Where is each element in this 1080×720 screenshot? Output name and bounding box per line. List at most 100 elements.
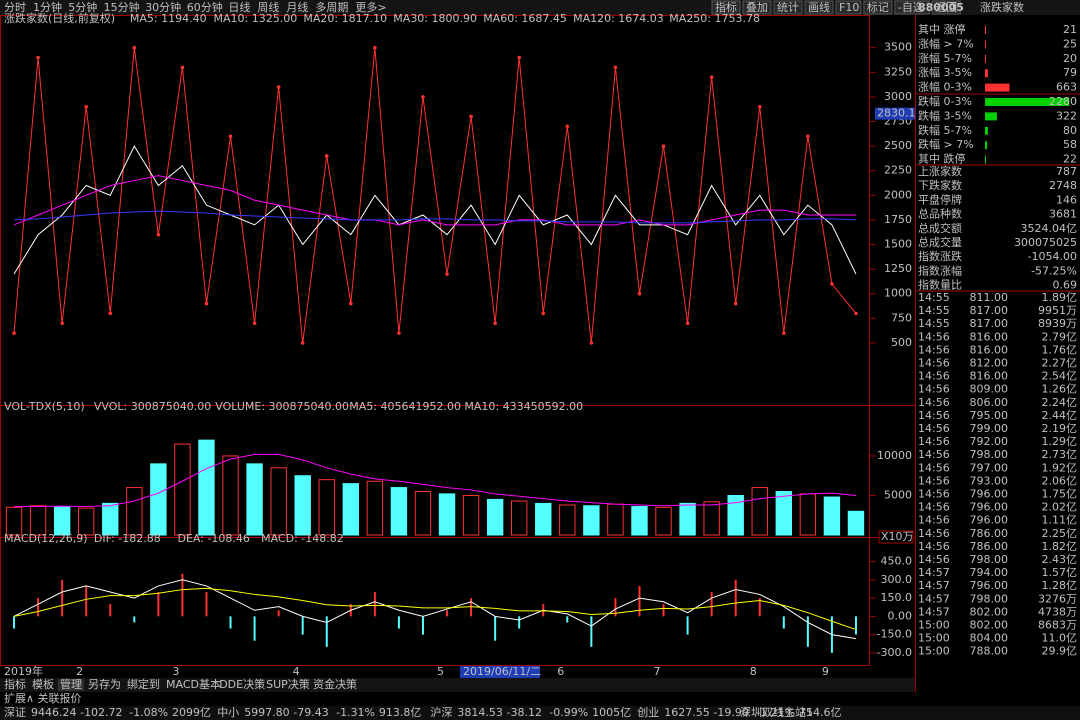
point xyxy=(36,55,40,60)
volume-bar xyxy=(77,507,95,536)
tick-time: 14:56 xyxy=(918,540,950,553)
period-button[interactable]: 1分钟 xyxy=(33,0,62,14)
tick-volume: 2.79亿 xyxy=(1042,330,1078,343)
bottom-tab[interactable]: 另存为 xyxy=(88,677,121,691)
volume-bar xyxy=(318,479,335,536)
tick-price: 786.00 xyxy=(970,527,1009,540)
status-value: 3814.53 xyxy=(457,706,503,719)
tick-time: 14:55 xyxy=(918,317,950,330)
tool-button[interactable]: 画线 xyxy=(808,0,830,14)
point xyxy=(60,321,64,326)
tool-button-bg xyxy=(835,0,862,15)
status-amount: 2099亿 xyxy=(172,706,211,719)
tool-button[interactable]: 指标 xyxy=(715,0,737,14)
tick-volume: 2.43亿 xyxy=(1042,553,1078,566)
tick-price: 798.00 xyxy=(970,448,1009,461)
tick-price: 795.00 xyxy=(970,409,1009,422)
bottom-tab[interactable]: SUP决策 xyxy=(266,677,310,691)
stat-label: 指数涨跌 xyxy=(918,249,962,263)
point xyxy=(349,301,353,306)
period-button[interactable]: 30分钟 xyxy=(145,0,181,14)
stat-label: 指数量比 xyxy=(918,278,962,292)
chart-frame xyxy=(0,15,870,666)
status-value: 5997.80 xyxy=(244,706,290,719)
tick-time: 14:56 xyxy=(918,488,950,501)
tick-volume: 2.25亿 xyxy=(1042,527,1078,540)
y-tick-label: 500 xyxy=(891,336,912,349)
period-button[interactable]: 月线 xyxy=(286,0,308,14)
y-tick-label: 1250 xyxy=(884,262,912,275)
point xyxy=(685,321,690,326)
volume-bar xyxy=(631,506,648,536)
extra-tab[interactable]: 扩展∧ 关联报价 xyxy=(4,691,82,705)
volume-bar xyxy=(414,491,432,536)
volume-bar xyxy=(102,502,119,536)
point xyxy=(12,331,16,335)
y-tick-label: 0.00 xyxy=(888,609,913,622)
bottom-tab[interactable]: 指标 xyxy=(4,677,26,691)
tool-button[interactable]: 标记 xyxy=(867,0,889,14)
tick-price: 817.00 xyxy=(970,317,1009,330)
bottom-tab[interactable]: 绑定到 xyxy=(127,677,160,691)
chart-title: 涨跌家数(日线,前复权) xyxy=(4,11,115,25)
volume-bar xyxy=(438,493,456,536)
point xyxy=(541,311,546,316)
period-button[interactable]: 更多> xyxy=(355,0,386,14)
point xyxy=(276,85,281,89)
bottom-tab[interactable]: DDE决策 xyxy=(219,677,265,691)
tool-button[interactable]: 叠加 xyxy=(746,1,768,14)
legend-item: MA120: 1674.03 xyxy=(573,12,664,25)
x-tick-label: 9 xyxy=(822,665,829,678)
tick-volume: 2.02亿 xyxy=(1042,501,1078,514)
period-button[interactable]: 多周期 xyxy=(315,0,348,14)
tick-time: 14:57 xyxy=(918,592,950,605)
legend-item: MA10: 1325.00 xyxy=(214,12,298,25)
period-button[interactable]: 5分钟 xyxy=(68,0,97,14)
stat-label: 总品种数 xyxy=(918,207,962,221)
volume-bar xyxy=(607,503,624,536)
point xyxy=(445,272,449,276)
volume-bar xyxy=(559,504,576,536)
period-button[interactable]: 周线 xyxy=(257,0,279,14)
bottom-tab[interactable]: 资金决策 xyxy=(313,677,357,691)
volume-bar xyxy=(462,494,480,536)
y-tick-label: 5000 xyxy=(884,488,912,501)
volume-bar xyxy=(198,439,215,536)
period-button[interactable]: 日线 xyxy=(228,0,250,14)
volume-bar xyxy=(775,491,793,536)
tool-button[interactable]: F10 xyxy=(839,1,859,14)
tick-price: 816.00 xyxy=(970,343,1009,356)
side-name: 涨跌家数 xyxy=(980,0,1024,14)
tab-active-bg xyxy=(58,679,84,691)
legend-item: MA10: 433450592.00 xyxy=(464,400,583,413)
status-value: 1627.55 xyxy=(664,706,710,719)
stat-value: -1054.00 xyxy=(1028,250,1077,263)
tick-time: 14:56 xyxy=(918,435,950,448)
stat-value: 787 xyxy=(1056,165,1077,178)
bottom-tab[interactable]: 管理 xyxy=(60,677,82,691)
tick-price: 816.00 xyxy=(970,370,1009,383)
legend-item: MA60: 1687.45 xyxy=(483,12,567,25)
row-value: 79 xyxy=(1063,66,1077,79)
tool-button[interactable]: -自选 xyxy=(898,1,924,14)
period-button[interactable]: 60分钟 xyxy=(187,0,223,14)
series-line xyxy=(13,579,857,640)
x-tick-label: 5 xyxy=(437,665,444,678)
bottom-tab[interactable]: 模板 xyxy=(32,677,54,691)
tick-price: 802.00 xyxy=(970,605,1009,618)
tool-button[interactable]: 返回 xyxy=(935,1,957,14)
tool-button-bg xyxy=(773,0,803,15)
tool-button[interactable]: 统计 xyxy=(777,1,799,14)
row-value: 20 xyxy=(1063,52,1077,65)
period-button[interactable]: 15分钟 xyxy=(104,0,140,14)
price-marker-bg xyxy=(875,107,915,120)
legend-item: MACD: -148.82 xyxy=(261,532,344,545)
bottom-tab[interactable]: MACD基本 xyxy=(166,677,221,691)
tick-price: 812.00 xyxy=(970,357,1009,370)
point xyxy=(204,301,209,306)
row-label: 涨幅 3-5% xyxy=(918,66,972,79)
period-button[interactable]: 分时 xyxy=(4,1,26,14)
tick-time: 14:56 xyxy=(918,396,950,409)
point xyxy=(565,124,570,129)
